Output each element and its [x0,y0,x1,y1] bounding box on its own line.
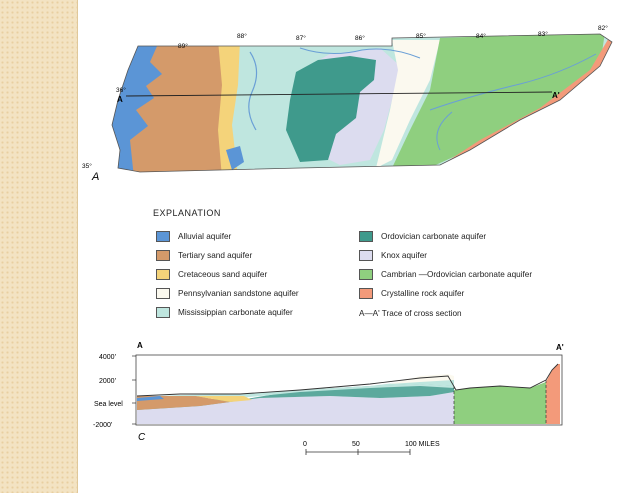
state-outline [111,33,613,173]
legend-label: Alluvial aquifer [178,232,232,241]
lon-label: 85° [416,32,426,40]
legend-item-tertiary: Tertiary sand aquifer [156,250,252,261]
section-label-left: A [137,341,143,350]
panel-label-c: C [138,432,146,443]
state-map [112,34,612,172]
legend-swatch [359,231,373,242]
elevation-label: 2000' [99,378,116,385]
legend-swatch [156,288,170,299]
legend-item-crystalline: Crystalline rock aquifer [359,288,464,299]
legend-swatch [359,288,373,299]
legend-label: Tertiary sand aquifer [178,251,253,260]
legend-item-mississippian: Mississippian carbonate aquifer [156,307,293,318]
legend-label: Ordovician carbonate aquifer [381,232,487,241]
legend-swatch [156,250,170,261]
section-trace-line [125,91,553,97]
scale-tick-label: 50 [352,441,360,448]
legend-swatch [156,307,170,318]
scale-bar [305,449,411,455]
lon-label: 86° [355,34,365,42]
legend-label: Cretaceous sand aquifer [178,270,268,279]
legend-swatch [156,269,170,280]
scale-tick-label: 0 [303,441,307,448]
panel-label: A [91,171,99,183]
legend-title: EXPLANATION [153,208,221,218]
section-label-right: A' [556,343,564,352]
legend-label: Knox aquifer [381,251,427,260]
legend-trace-label: A—A' Trace of cross section [359,309,462,318]
lon-label: 82° [598,24,608,32]
section-label-a: A [117,95,123,104]
legend-item-ordovician: Ordovician carbonate aquifer [359,231,486,242]
legend-label: Cambrian —Ordovician carbonate aquifer [381,270,533,279]
legend-item-cretaceous: Cretaceous sand aquifer [156,269,267,280]
legend-label: Mississippian carbonate aquifer [178,308,293,317]
scale-tick-label: 100 MILES [405,441,440,448]
legend-swatch [359,250,373,261]
lon-label: 83° [538,30,548,38]
legend-item-pennsylvanian: Pennsylvanian sandstone aquifer [156,288,299,299]
cross-section [132,354,563,426]
legend-label: Crystalline rock aquifer [381,289,465,298]
lon-label: 88° [237,32,247,40]
section-label-a-prime: A' [552,91,560,100]
legend-item-knox: Knox aquifer [359,250,427,261]
elevation-label: -2000' [93,422,112,429]
lon-label: 87° [296,34,306,42]
decorative-border [0,0,78,493]
legend-item-cambrian-ordovician: Cambrian —Ordovician carbonate aquifer [359,269,532,280]
elevation-label: 4000' [99,354,116,361]
legend-swatch [156,231,170,242]
lon-label: 84° [476,32,486,40]
lon-label: 89° [178,42,188,50]
lat-label: 35° [82,162,92,170]
elevation-label: Sea level [94,401,123,408]
legend-item-alluvial: Alluvial aquifer [156,231,231,242]
legend-label: Pennsylvanian sandstone aquifer [178,289,299,298]
legend-swatch [359,269,373,280]
lat-label: 36° [116,86,126,94]
